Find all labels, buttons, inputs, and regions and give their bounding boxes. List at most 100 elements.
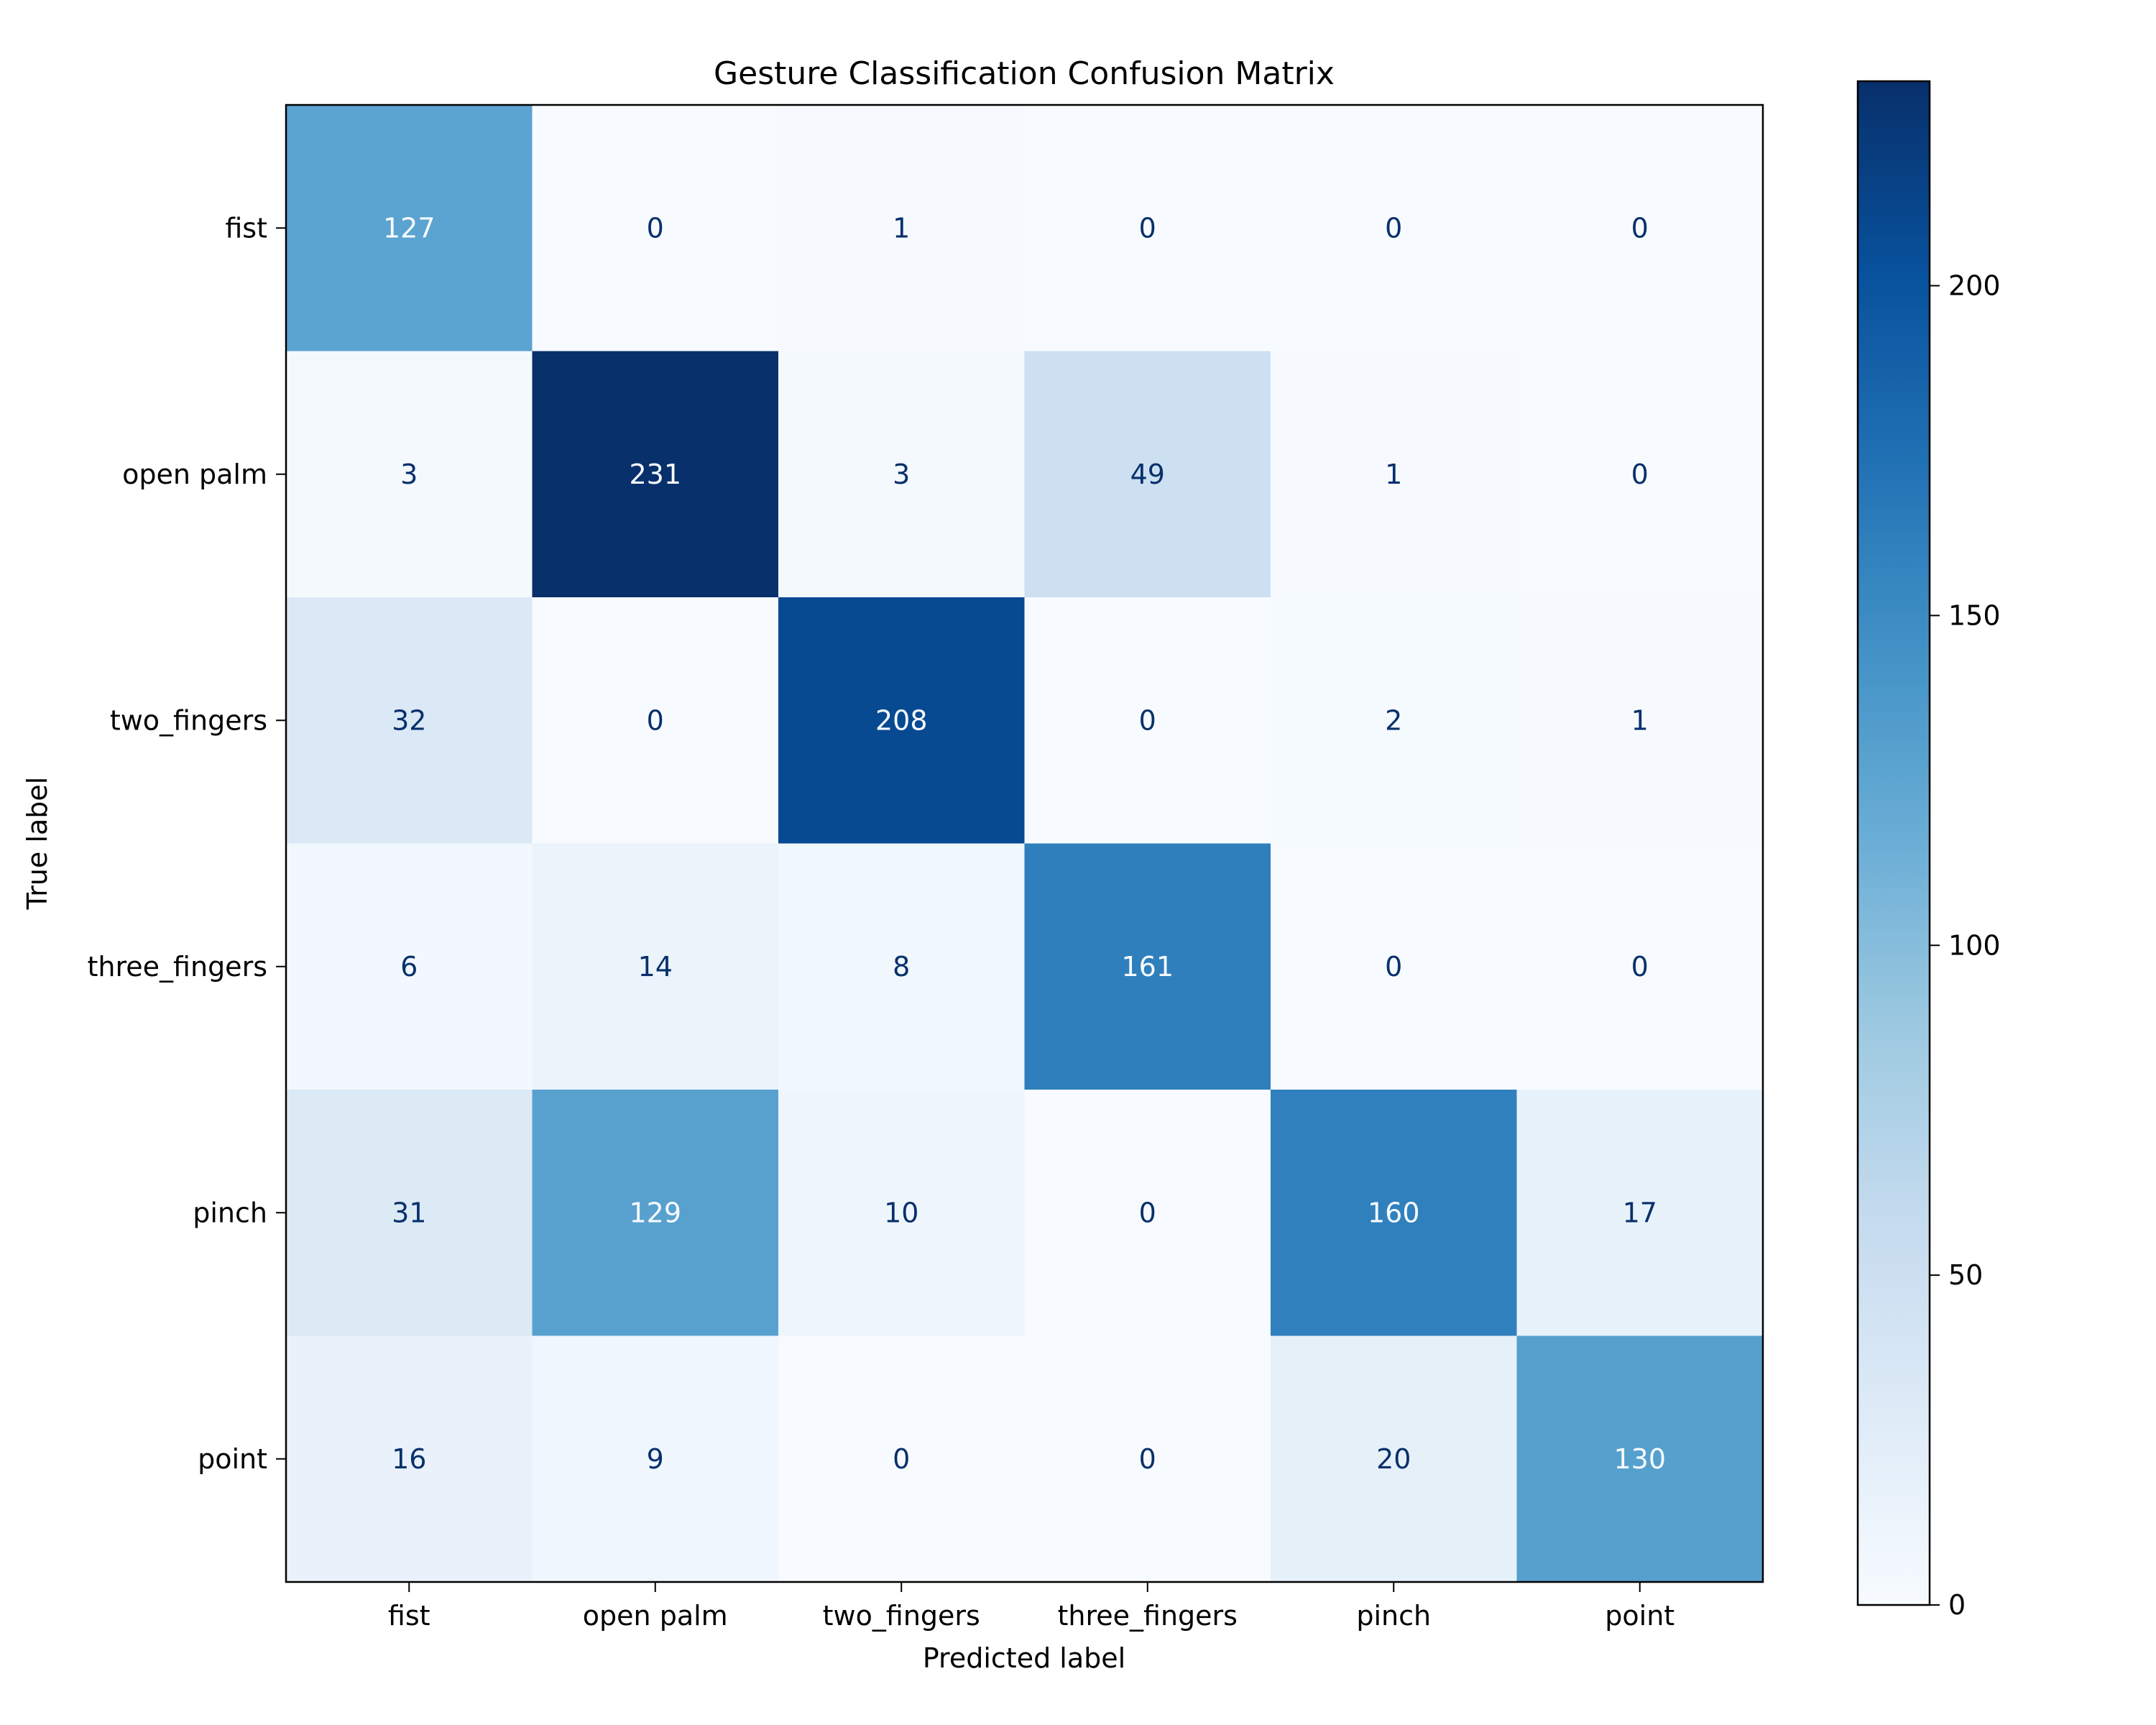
- matrix-cell: [778, 1335, 1025, 1583]
- matrix-cell: [532, 351, 779, 598]
- cell-value: 32: [392, 704, 426, 736]
- cell-value: 16: [392, 1443, 426, 1475]
- matrix-cell: [1024, 105, 1271, 351]
- cell-value: 10: [884, 1197, 918, 1228]
- cell-value: 0: [893, 1443, 910, 1475]
- matrix-cell: [532, 597, 779, 844]
- cell-value: 0: [1631, 459, 1649, 490]
- cell-value: 130: [1613, 1443, 1666, 1475]
- cell-value: 161: [1121, 951, 1174, 983]
- cell-value: 0: [647, 212, 664, 244]
- cell-value: 0: [1139, 1443, 1156, 1475]
- cell-value: 160: [1368, 1197, 1420, 1228]
- heatmap-cells: [286, 105, 1764, 1583]
- matrix-cell: [778, 843, 1025, 1090]
- matrix-cell: [286, 1335, 533, 1583]
- y-tick-label: pinch: [193, 1197, 267, 1228]
- matrix-cell: [778, 1090, 1025, 1336]
- y-tick-label: two_fingers: [110, 704, 267, 736]
- cell-value: 31: [392, 1197, 426, 1228]
- matrix-cell: [1024, 597, 1271, 844]
- matrix-cell: [778, 351, 1025, 598]
- y-tick-label: three_fingers: [88, 951, 267, 983]
- matrix-cell: [286, 843, 533, 1090]
- matrix-cell: [1024, 843, 1271, 1090]
- cell-value: 1: [893, 212, 910, 244]
- matrix-cell: [1516, 597, 1764, 844]
- x-tick-label: point: [1605, 1600, 1674, 1632]
- cell-value: 6: [400, 951, 418, 983]
- x-tick-label: fist: [388, 1600, 430, 1632]
- cell-value: 127: [383, 212, 436, 244]
- matrix-cell: [1516, 105, 1764, 351]
- matrix-cell: [778, 597, 1025, 844]
- y-tick-label: point: [198, 1443, 267, 1475]
- matrix-cell: [1516, 1090, 1764, 1336]
- matrix-cell: [1516, 351, 1764, 598]
- colorbar-tick-label: 50: [1948, 1259, 1983, 1291]
- matrix-cell: [532, 1335, 779, 1583]
- cell-value: 1: [1385, 459, 1402, 490]
- matrix-cell: [1271, 105, 1517, 351]
- cell-value: 17: [1623, 1197, 1657, 1228]
- plot-frame: [285, 104, 1764, 1583]
- cell-value: 0: [1139, 212, 1156, 244]
- cell-value: 0: [1139, 1197, 1156, 1228]
- colorbar-tick-label: 150: [1948, 599, 2001, 631]
- chart-title: Gesture Classification Confusion Matrix: [714, 55, 1335, 92]
- x-tick-label: three_fingers: [1058, 1600, 1238, 1632]
- cell-value: 20: [1376, 1443, 1411, 1475]
- cell-value: 129: [629, 1197, 681, 1228]
- y-tick-label: fist: [225, 212, 267, 244]
- matrix-cell: [1271, 843, 1517, 1090]
- matrix-cell: [778, 105, 1025, 351]
- matrix-cell: [1024, 1090, 1271, 1336]
- cell-value: 0: [1631, 951, 1649, 983]
- matrix-cell: [1516, 1335, 1764, 1583]
- matrix-cell: [1271, 1090, 1517, 1336]
- x-axis-ticks: fist open palm two_fingers three_fingers pin…: [388, 1582, 1674, 1632]
- matrix-cell: [532, 843, 779, 1090]
- cell-value: 8: [893, 951, 910, 983]
- y-axis-ticks: fist open palm two_fingers three_fingerspin…: [88, 212, 286, 1475]
- x-tick-label: pinch: [1356, 1600, 1431, 1632]
- colorbar-ticks: 0 50 100 150 200: [1930, 270, 2001, 1621]
- cell-value: 0: [1385, 951, 1402, 983]
- matrix-cell: [286, 351, 533, 598]
- cell-value: 2: [1385, 704, 1402, 736]
- y-tick-label: open palm: [122, 459, 267, 490]
- cell-value: 49: [1130, 459, 1165, 490]
- cell-value: 0: [1385, 212, 1402, 244]
- cell-value: 1: [1631, 704, 1649, 736]
- cell-value-labels: 127 0 1 0 0 03 231 3 49 1 032 0 208 0 2 16 14 8 161 0 031 129…: [383, 212, 1666, 1475]
- matrix-cell: [1024, 351, 1271, 598]
- cell-value: 0: [1631, 212, 1649, 244]
- x-axis-label: Predicted label: [923, 1642, 1125, 1674]
- matrix-cell: [1271, 597, 1517, 844]
- cell-value: 231: [629, 459, 681, 490]
- colorbar-tick-label: 100: [1948, 929, 2001, 961]
- cell-value: 3: [893, 459, 910, 490]
- x-tick-label: open palm: [583, 1600, 728, 1632]
- cell-value: 9: [647, 1443, 664, 1475]
- matrix-cell: [286, 1090, 533, 1336]
- x-tick-label: two_fingers: [823, 1600, 980, 1632]
- colorbar-tick-label: 0: [1948, 1589, 1966, 1621]
- cell-value: 0: [647, 704, 664, 736]
- cell-value: 208: [875, 704, 928, 736]
- matrix-cell: [286, 597, 533, 844]
- matrix-cell: [532, 105, 779, 351]
- matrix-cell: [1516, 843, 1764, 1090]
- matrix-cell: [286, 105, 533, 351]
- cell-value: 0: [1139, 704, 1156, 736]
- y-axis-label: True label: [22, 777, 53, 911]
- matrix-cell: [532, 1090, 779, 1336]
- matrix-cell: [1024, 1335, 1271, 1583]
- matrix-cell: [1271, 351, 1517, 598]
- cell-value: 3: [400, 459, 418, 490]
- colorbar: [1856, 80, 1931, 1606]
- colorbar-tick-label: 200: [1948, 270, 2001, 302]
- matrix-cell: [1271, 1335, 1517, 1583]
- cell-value: 14: [638, 951, 673, 983]
